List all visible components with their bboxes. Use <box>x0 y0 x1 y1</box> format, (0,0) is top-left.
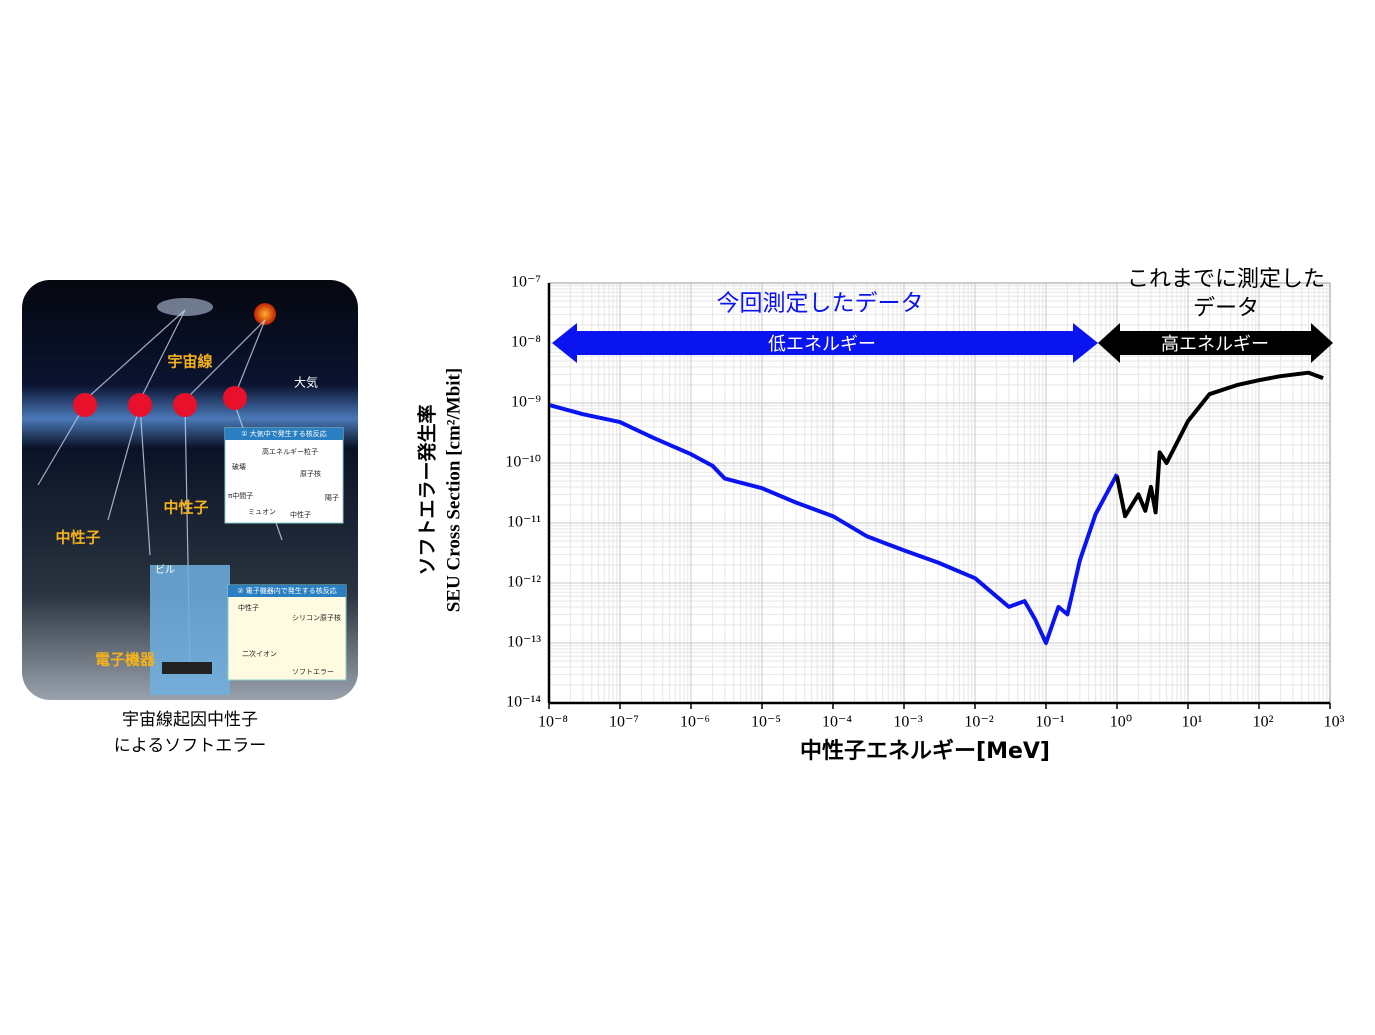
inset-title: ① 大気中で発生する核反応 <box>241 429 327 438</box>
x-tick-label: 10⁰ <box>1110 714 1132 731</box>
inset <box>227 584 347 681</box>
inset-item: π中間子 <box>228 491 253 500</box>
y-tick-label: 10⁻¹⁴ <box>506 694 541 711</box>
reactions <box>73 386 247 417</box>
x-tick-label: 10⁻³ <box>893 714 922 731</box>
label: 宇宙線 <box>167 353 212 371</box>
y-tick-label: 10⁻¹² <box>507 574 541 591</box>
inset-item: ソフトエラー <box>292 668 334 676</box>
label: 電子機器 <box>95 651 156 669</box>
label: 大気 <box>294 375 318 390</box>
building <box>150 565 230 695</box>
inset-item: シリコン原子核 <box>292 613 341 622</box>
annotation: 高エネルギー <box>1161 334 1269 355</box>
y-axis-title: SEU Cross Section [cm²/Mbit] <box>443 368 464 612</box>
chart: 低エネルギー 高エネルギー 今回測定したデータ これまでに測定した データ ソフ… <box>416 267 1345 764</box>
y-tick-label: 10⁻⁸ <box>511 334 541 351</box>
caption: によるソフトエラー <box>114 736 267 756</box>
label: 中性子 <box>55 529 100 547</box>
annotation: これまでに測定した <box>1127 267 1325 292</box>
y-tick-label: 10⁻¹¹ <box>507 514 541 531</box>
inset-header <box>225 428 343 440</box>
illustration: 宇宙線 大気 中性子 中性子 ビル 電子機器 ① 大気中で発生する核反応 高エネ… <box>22 280 358 756</box>
y-axis-title: ソフトエラー発生率 <box>416 404 439 575</box>
y-tick-label: 10⁻⁷ <box>511 274 541 291</box>
plot <box>548 370 1324 645</box>
x-tick-label: 10⁻² <box>964 714 993 731</box>
x-tick-label: 10² <box>1253 714 1274 731</box>
x-tick-label: 10⁻⁷ <box>609 714 639 731</box>
x-tick-label: 10⁻⁶ <box>680 714 710 731</box>
inset-item: 中性子 <box>238 603 259 612</box>
inset <box>224 427 344 524</box>
inset-item: ミュオン <box>248 508 276 516</box>
inset-item: 高エネルギー粒子 <box>262 447 318 456</box>
label: 中性子 <box>163 499 208 517</box>
caption: 宇宙線起因中性子 <box>122 710 258 730</box>
x-tick-label: 10⁻⁵ <box>751 714 781 731</box>
x-tick-label: 10¹ <box>1182 714 1203 731</box>
inset-title: ② 電子機器内で発生する核反応 <box>237 586 337 595</box>
annotation: データ <box>1193 296 1259 321</box>
x-tick-label: 10⁻¹ <box>1035 714 1064 731</box>
inset-item: 中性子 <box>290 510 311 519</box>
sun <box>254 303 276 325</box>
y-tick-label: 10⁻¹⁰ <box>505 454 541 471</box>
annotation: 低エネルギー <box>768 334 876 355</box>
y-tick-label: 10⁻¹³ <box>507 634 541 651</box>
inset-item: 破壊 <box>232 462 246 471</box>
annotation: 今回測定したデータ <box>717 291 924 317</box>
low-energy-arrow <box>552 323 1098 363</box>
x-tick-label: 10⁻⁴ <box>822 714 852 731</box>
label: ビル <box>155 564 175 576</box>
x-axis-title: 中性子エネルギー[MeV] <box>800 739 1050 764</box>
galaxy <box>157 298 213 316</box>
device <box>162 662 212 674</box>
inset-item: 二次イオン <box>242 649 277 658</box>
y-tick-label: 10⁻⁹ <box>511 394 541 411</box>
x-tick-label: 10⁻⁸ <box>538 714 568 731</box>
series-line <box>548 402 1119 645</box>
series-line <box>1115 370 1324 519</box>
high-energy-arrow <box>1098 323 1333 363</box>
inset-item: 陽子 <box>325 493 339 502</box>
x-tick-label: 10³ <box>1324 714 1345 731</box>
inset-item: 原子核 <box>300 469 321 478</box>
inset-header <box>228 585 346 597</box>
